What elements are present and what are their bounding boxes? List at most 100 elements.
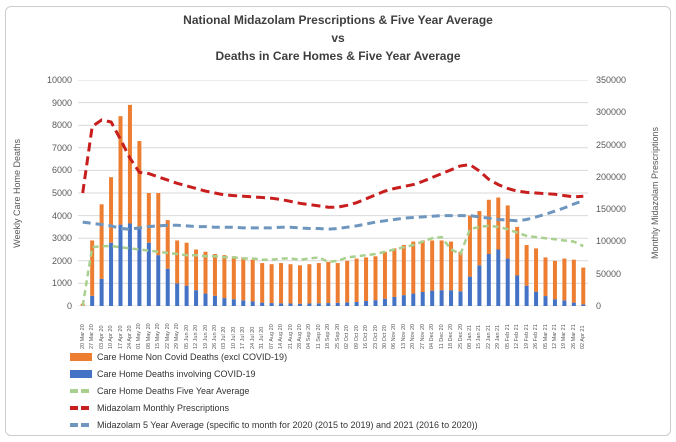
bar-segment — [515, 275, 520, 306]
bar-segment — [439, 240, 444, 291]
x-tick-label: 09 Oct 20 — [353, 325, 360, 349]
y-tick-label-left: 3000 — [51, 233, 72, 244]
y-tick-label-left: 10000 — [46, 75, 72, 85]
bar-segment — [156, 255, 161, 306]
bar-segment — [382, 251, 387, 299]
bar-segment — [449, 290, 454, 306]
bar-segment — [260, 302, 265, 306]
plot-area — [78, 80, 588, 306]
legend-dash-icon — [70, 423, 92, 427]
legend-dash-icon — [70, 406, 92, 410]
bar-segment — [212, 295, 217, 306]
bar-segment — [420, 291, 425, 306]
line-series — [81, 224, 584, 306]
bar-segment — [543, 296, 548, 306]
bar-segment — [562, 300, 567, 306]
bar-segment — [241, 300, 246, 306]
left-axis-title-text: Weekly Care Home Deaths — [12, 138, 22, 248]
y-tick-label-left: 6000 — [51, 165, 72, 176]
bar-segment — [90, 295, 95, 306]
bar-segment — [496, 249, 501, 306]
bar-segment — [109, 177, 114, 243]
bar-segment — [175, 240, 180, 284]
bar-segment — [477, 211, 482, 266]
x-tick-label: 15 Jan 21 — [476, 324, 483, 349]
bar-segment — [534, 291, 539, 306]
bar-segment — [118, 116, 123, 225]
x-tick-label: 29 May 20 — [174, 323, 181, 349]
bar-segment — [467, 215, 472, 277]
x-tick-label: 13 Nov 20 — [400, 323, 407, 349]
x-tick-label: 24 Apr 20 — [126, 325, 133, 349]
bar-segment — [297, 265, 302, 304]
x-tick-label: 19 Feb 21 — [523, 324, 530, 349]
bar-segment — [118, 224, 123, 306]
bar-segment — [345, 260, 350, 303]
bar-segment — [411, 241, 416, 294]
bar-segment — [269, 264, 274, 304]
bar-segment — [279, 263, 284, 304]
x-tick-label: 04 Sep 20 — [306, 323, 313, 349]
left-axis-tick-labels: 0 1000 2000 3000 4000 5000 6000 7000 8000 9000 100… — [30, 75, 72, 311]
bar-segment — [364, 257, 369, 302]
right-axis-tick-labels: 0 50000 100000 150000 200000 250000 300000 3500… — [596, 75, 644, 311]
x-tick-label: 11 Dec 20 — [438, 324, 445, 349]
x-tick-label: 18 Sep 20 — [325, 323, 332, 349]
bar-segment — [477, 265, 482, 306]
bar-segment — [165, 220, 170, 269]
x-tick-label: 02 Apr 21 — [580, 325, 587, 349]
x-tick-label: 27 Nov 20 — [419, 323, 426, 349]
x-tick-label: 17 Apr 20 — [117, 325, 124, 349]
bar-segment — [269, 303, 274, 306]
bar-segment — [335, 263, 340, 303]
x-tick-label: 17 Jul 20 — [240, 326, 247, 349]
x-tick-label: 30 Oct 20 — [381, 325, 388, 349]
bar-segment — [307, 264, 312, 304]
bar-segment — [382, 298, 387, 306]
bar-segment — [90, 240, 95, 296]
chart-title-line1: National Midazolam Prescriptions & Five … — [183, 13, 493, 27]
y-tick-label-left: 2000 — [51, 255, 72, 266]
legend-row: Midazolam 5 Year Average (specific to mo… — [70, 418, 478, 432]
bar-segment — [175, 283, 180, 306]
bar-segment — [571, 302, 576, 306]
x-tick-label: 27 Mar 20 — [89, 324, 96, 349]
x-tick-label: 23 Oct 20 — [372, 325, 379, 349]
x-tick-label: 20 Mar 20 — [79, 324, 86, 349]
x-tick-label: 14 Aug 20 — [278, 324, 285, 349]
x-tick-label: 18 Dec 20 — [448, 323, 455, 349]
bar-segment — [194, 290, 199, 306]
bar-segment — [279, 303, 284, 306]
bar-segment — [534, 248, 539, 292]
x-tick-label: 05 Jun 20 — [183, 324, 190, 349]
bar-segment — [146, 193, 151, 243]
x-tick-label: 25 Dec 20 — [457, 323, 464, 349]
x-tick-label: 05 Feb 21 — [504, 324, 511, 349]
x-tick-label: 29 Jan 21 — [495, 324, 502, 349]
x-tick-label: 12 Feb 21 — [514, 324, 521, 349]
bar-segment — [231, 299, 236, 306]
x-tick-label: 01 May 20 — [136, 323, 143, 349]
legend-swatch-icon — [70, 370, 92, 378]
bar-segment — [354, 258, 359, 302]
bar-segment — [458, 291, 463, 306]
left-axis-title: Weekly Care Home Deaths — [10, 80, 24, 306]
bar-segment — [543, 257, 548, 297]
bar-segment — [260, 263, 265, 303]
bar-segment — [316, 263, 321, 304]
bar-segment — [467, 276, 472, 306]
y-tick-label-left: 8000 — [51, 120, 72, 131]
x-tick-label: 10 Jul 20 — [230, 326, 237, 349]
legend-label: Care Home Non Covid Deaths (excl COVID-1… — [97, 352, 288, 362]
bar-segment — [581, 267, 586, 305]
bar-segment — [505, 258, 510, 306]
x-tick-label: 08 May 20 — [145, 323, 152, 349]
y-tick-label-left: 1000 — [51, 278, 72, 289]
right-axis-title: Monthly Midazolam Prescriptions — [648, 80, 662, 306]
bar-segment — [203, 251, 208, 294]
x-tick-label: 06 Nov 20 — [391, 323, 398, 349]
x-tick-label: 24 Jul 20 — [249, 326, 256, 349]
bar-segment — [392, 248, 397, 297]
bar-segment — [156, 193, 161, 256]
bar-segment — [515, 226, 520, 276]
